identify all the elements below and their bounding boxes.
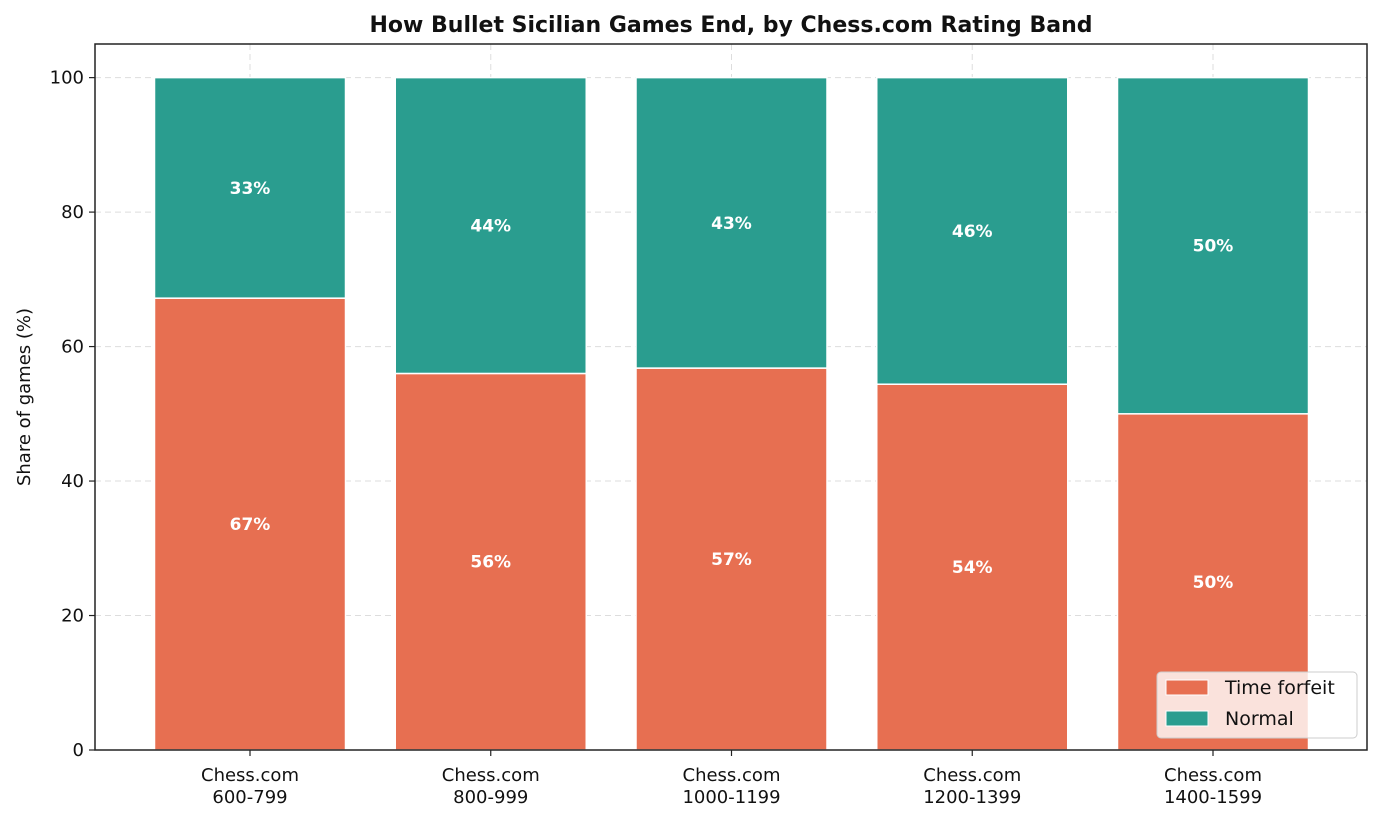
- legend-label: Time forfeit: [1224, 677, 1335, 699]
- bar-value-label: 50%: [1193, 237, 1234, 257]
- y-tick-label: 0: [73, 740, 84, 761]
- bar-value-label: 67%: [230, 515, 271, 535]
- chart-title: How Bullet Sicilian Games End, by Chess.…: [370, 13, 1093, 38]
- x-tick-label: Chess.com 800-999: [442, 765, 540, 808]
- x-tick-label: Chess.com 1000-1199: [682, 765, 780, 808]
- x-tick-label-line: Chess.com: [201, 765, 299, 786]
- x-tick-label-line: 1000-1199: [682, 787, 780, 808]
- bar-segment-normal: [635, 76, 828, 369]
- x-tick-label-line: 600-799: [212, 787, 287, 808]
- bar-value-label: 43%: [711, 214, 752, 234]
- bar-segment-normal: [394, 76, 587, 375]
- x-tick-label: Chess.com 1200-1399: [923, 765, 1021, 808]
- bar-segment-normal: [876, 76, 1069, 385]
- bar-labels: 67% 33% 56% 44% 57% 43% 54% 46% 50% 50%: [230, 179, 1234, 593]
- y-axis-label: Share of games (%): [14, 308, 35, 486]
- bar-segment-time-forfeit: [635, 367, 828, 751]
- bar-value-label: 54%: [952, 558, 993, 578]
- legend: Time forfeit Normal: [1156, 671, 1358, 739]
- bars: [153, 76, 1310, 751]
- y-tick-label: 100: [50, 68, 84, 89]
- y-tick-label: 60: [61, 337, 84, 358]
- x-tick-label-line: 1400-1599: [1164, 787, 1262, 808]
- bar-segment-time-forfeit: [394, 372, 587, 751]
- x-tick-label-line: Chess.com: [1164, 765, 1262, 786]
- x-tick-label-line: Chess.com: [442, 765, 540, 786]
- legend-label: Normal: [1225, 708, 1294, 730]
- legend-swatch: [1165, 679, 1209, 696]
- bar-value-label: 50%: [1193, 573, 1234, 593]
- y-axis: 0 20 40 60 80 100: [50, 68, 95, 761]
- bar-value-label: 46%: [952, 222, 993, 242]
- bar-segment-time-forfeit: [153, 297, 347, 751]
- bar-segment-normal: [153, 76, 347, 299]
- bar-value-label: 33%: [230, 179, 271, 199]
- x-tick-label-line: Chess.com: [683, 765, 781, 786]
- y-tick-label: 20: [61, 606, 84, 627]
- y-tick-label: 80: [61, 202, 84, 223]
- bar-value-label: 56%: [470, 553, 511, 573]
- x-tick-label: Chess.com 1400-1599: [1164, 765, 1262, 808]
- bar-value-label: 44%: [470, 217, 511, 237]
- bar-segment-normal: [1116, 76, 1310, 415]
- x-tick-label-line: 1200-1399: [923, 787, 1021, 808]
- x-tick-label-line: 800-999: [453, 787, 528, 808]
- y-tick-label: 40: [61, 471, 84, 492]
- x-tick-label-line: Chess.com: [923, 765, 1021, 786]
- bar-segment-time-forfeit: [876, 383, 1069, 751]
- bar-value-label: 57%: [711, 550, 752, 570]
- legend-swatch: [1165, 710, 1209, 727]
- x-tick-label: Chess.com 600-799: [201, 765, 299, 808]
